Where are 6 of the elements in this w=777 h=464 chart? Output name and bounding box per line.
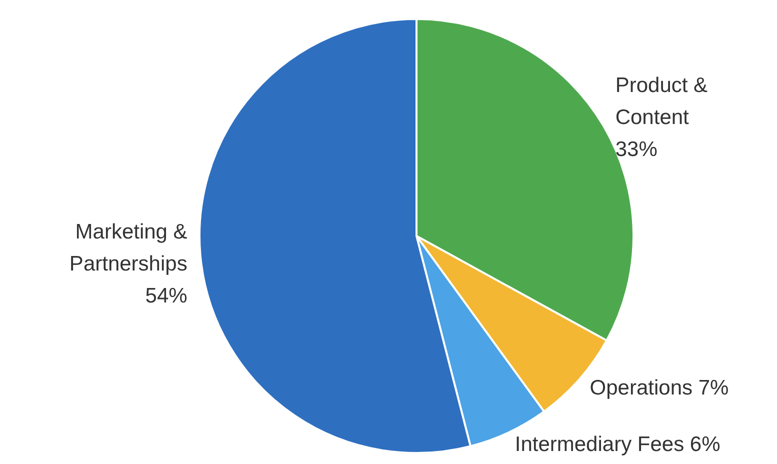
data-label: 54% bbox=[145, 284, 188, 308]
slice-label: Operations 7% bbox=[590, 376, 729, 400]
slice-label: Product & Content bbox=[615, 74, 708, 130]
data-label: 33% bbox=[615, 138, 658, 162]
slice-label: Intermediary Fees 6% bbox=[514, 432, 720, 456]
slice-label: Marketing & Partnerships bbox=[69, 220, 188, 276]
